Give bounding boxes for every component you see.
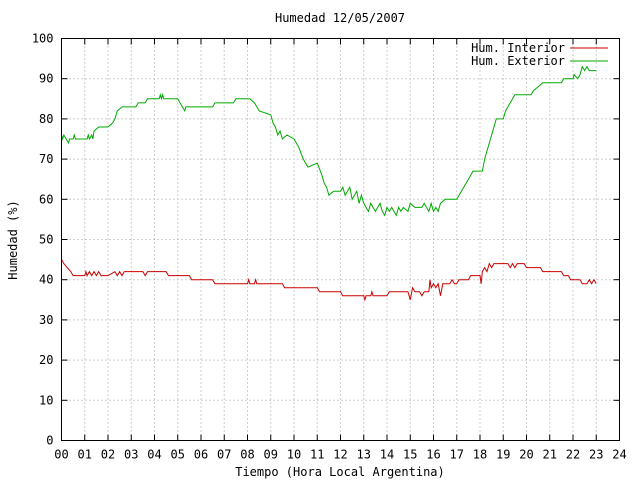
y-axis-ticks: 0 10 20 30 40 50 60 70 80 90 100: [32, 32, 620, 448]
x-tick-label: 02: [101, 448, 115, 462]
plot-area: [61, 65, 597, 302]
x-tick-label: 17: [450, 448, 464, 462]
x-tick-label: 06: [194, 448, 208, 462]
y-tick-label: 40: [39, 273, 53, 287]
x-tick-label: 23: [589, 448, 603, 462]
x-tick-label: 01: [78, 448, 92, 462]
y-tick-label: 50: [39, 233, 53, 247]
x-tick-label: 14: [380, 448, 394, 462]
y-tick-label: 20: [39, 353, 53, 367]
x-tick-label: 16: [426, 448, 440, 462]
x-tick-label: 03: [124, 448, 138, 462]
x-tick-label: 05: [171, 448, 185, 462]
legend: Hum. Interior Hum. Exterior: [471, 41, 608, 68]
y-axis-label: Humedad (%): [6, 200, 20, 279]
x-axis-ticks: 00 01 02 03 04 05 06 07 08 09 10 11 12 13 14 15 16 17 18 19…: [54, 38, 627, 462]
x-tick-label: 22: [566, 448, 580, 462]
x-tick-label: 21: [543, 448, 557, 462]
x-tick-label: 07: [217, 448, 231, 462]
x-tick-label: 08: [240, 448, 254, 462]
x-tick-label: 12: [333, 448, 347, 462]
y-tick-label: 10: [39, 393, 53, 407]
x-tick-label: 13: [357, 448, 371, 462]
series-line-exterior: [61, 65, 597, 217]
y-tick-label: 30: [39, 313, 53, 327]
y-tick-label: 0: [46, 434, 53, 448]
legend-label-interior: Hum. Interior: [471, 41, 565, 55]
y-tick-label: 70: [39, 152, 53, 166]
y-tick-label: 100: [32, 32, 54, 46]
x-tick-label: 09: [264, 448, 278, 462]
series-line-interior: [61, 259, 597, 302]
x-tick-label: 18: [473, 448, 487, 462]
x-axis-label: Tiempo (Hora Local Argentina): [235, 465, 445, 479]
x-tick-label: 11: [310, 448, 324, 462]
y-tick-label: 60: [39, 192, 53, 206]
legend-label-exterior: Hum. Exterior: [471, 54, 565, 68]
grid: [61, 38, 620, 441]
x-tick-label: 10: [287, 448, 301, 462]
x-tick-label: 00: [54, 448, 68, 462]
y-tick-label: 80: [39, 112, 53, 126]
x-tick-label: 15: [403, 448, 417, 462]
x-tick-label: 20: [519, 448, 533, 462]
x-tick-label: 04: [147, 448, 161, 462]
x-tick-label: 19: [496, 448, 510, 462]
y-tick-label: 90: [39, 72, 53, 86]
x-tick-label: 24: [612, 448, 626, 462]
chart-title: Humedad 12/05/2007: [275, 11, 405, 25]
